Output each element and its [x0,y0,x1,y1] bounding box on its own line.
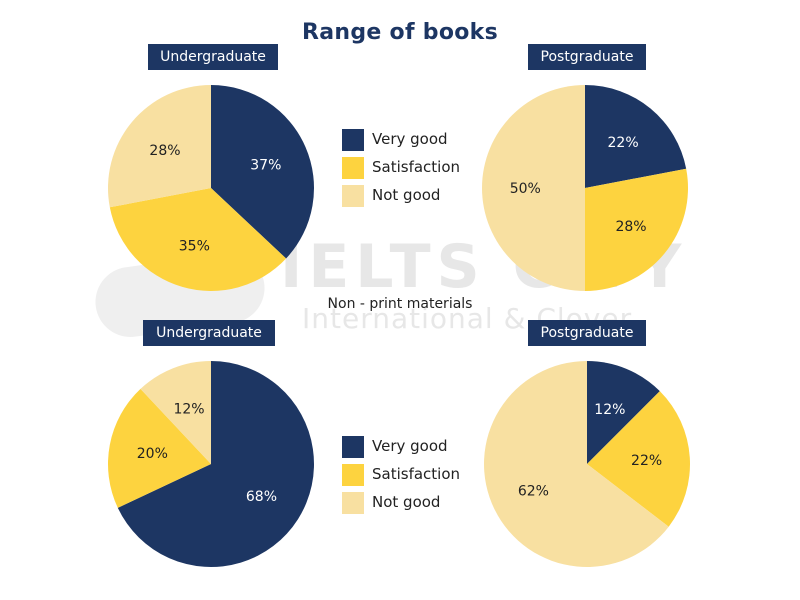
pie-slice [117,360,314,567]
pie-slice-label: 22% [608,135,639,151]
pie-slice-label: 37% [250,157,281,173]
legend-label: Not good [372,493,441,511]
pie-slice-label: 62% [518,483,549,499]
section-subtitle: Non - print materials [327,296,473,312]
legend-item: Very good [342,127,502,155]
pie-slice-label: 12% [173,401,204,417]
legend-swatch [342,464,364,486]
legend-item: Satisfaction [342,462,502,490]
pie-slice [585,168,688,291]
legend-bottom: Very good Satisfaction Not good [342,434,502,518]
pie-title-tag: Undergraduate [143,320,275,346]
legend-label: Very good [372,130,448,148]
legend-swatch [342,436,364,458]
legend-label: Very good [372,437,448,455]
legend-item: Very good [342,434,502,462]
legend-item: Not good [342,490,502,518]
legend-item: Not good [342,183,502,211]
pie-slice [482,85,585,291]
pie-slice [108,388,211,508]
legend-swatch [342,157,364,179]
legend-swatch [342,492,364,514]
pie-slice [140,360,211,464]
pie-slice-label: 22% [631,453,662,469]
legend-swatch [342,185,364,207]
legend-label: Satisfaction [372,465,461,483]
chart-title: Range of books [301,20,499,45]
legend-item: Satisfaction [342,155,502,183]
pie-title-tag: Postgraduate [528,320,646,346]
pie-slice-label: 28% [615,219,646,235]
pie-slice [109,188,287,291]
pie-title-tag: Postgraduate [528,44,646,70]
pie-slice-label: 12% [594,402,625,418]
legend-top: Very good Satisfaction Not good [342,127,502,211]
pie-slice [587,360,660,464]
pie-slice [483,360,669,567]
pie-slice-label: 68% [246,489,277,505]
pie-slice-label: 20% [137,446,168,462]
pie-slice [107,85,211,208]
legend-label: Not good [372,186,441,204]
pie-slice [585,85,687,188]
pie-slice [211,85,314,259]
legend-label: Satisfaction [372,158,461,176]
pie-slice-label: 28% [149,143,180,159]
pie-slice-label: 50% [510,181,541,197]
pie-slice [587,391,690,527]
legend-swatch [342,129,364,151]
pie-title-tag: Undergraduate [148,44,278,70]
pie-slice-label: 35% [179,238,210,254]
